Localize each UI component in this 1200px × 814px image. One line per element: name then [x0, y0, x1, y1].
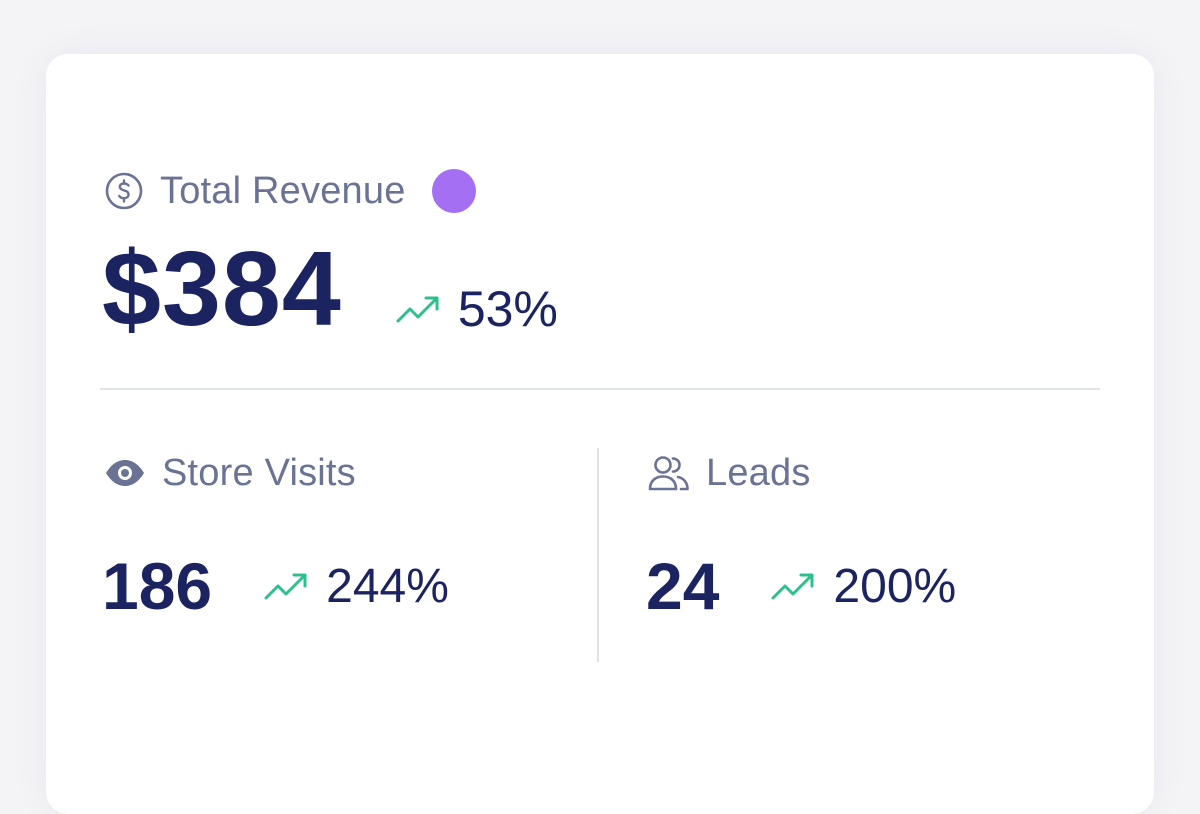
leads-header: Leads: [648, 449, 811, 497]
revenue-trend-value: 53%: [457, 281, 558, 337]
leads-trend: 200%: [771, 559, 956, 614]
revenue-value-row: $384 53%: [102, 236, 558, 342]
users-icon: [648, 454, 690, 492]
revenue-trend: 53%: [396, 280, 558, 338]
vertical-divider: [597, 448, 599, 662]
leads-value: 24: [646, 549, 720, 623]
revenue-value: $384: [102, 230, 342, 348]
dollar-circle-icon: [104, 171, 144, 211]
trending-up-icon: [396, 293, 442, 325]
store-visits-trend-value: 244%: [326, 559, 449, 613]
trending-up-icon: [264, 570, 310, 602]
revenue-title: Total Revenue: [160, 169, 406, 212]
store-visits-value-row: 186 244%: [102, 546, 449, 626]
store-visits-header: Store Visits: [104, 449, 356, 497]
revenue-indicator-dot: [431, 169, 476, 213]
horizontal-divider: [100, 388, 1100, 390]
eye-icon: [104, 458, 146, 488]
store-visits-value: 186: [102, 549, 213, 623]
revenue-header: Total Revenue: [104, 166, 476, 216]
stats-card: Total Revenue $384 53% Store Visits: [46, 54, 1154, 814]
store-visits-title: Store Visits: [162, 451, 356, 494]
leads-title: Leads: [706, 451, 811, 494]
leads-trend-value: 200%: [833, 559, 957, 613]
leads-value-row: 24 200%: [646, 546, 956, 626]
trending-up-icon: [771, 570, 817, 602]
store-visits-trend: 244%: [264, 559, 449, 614]
